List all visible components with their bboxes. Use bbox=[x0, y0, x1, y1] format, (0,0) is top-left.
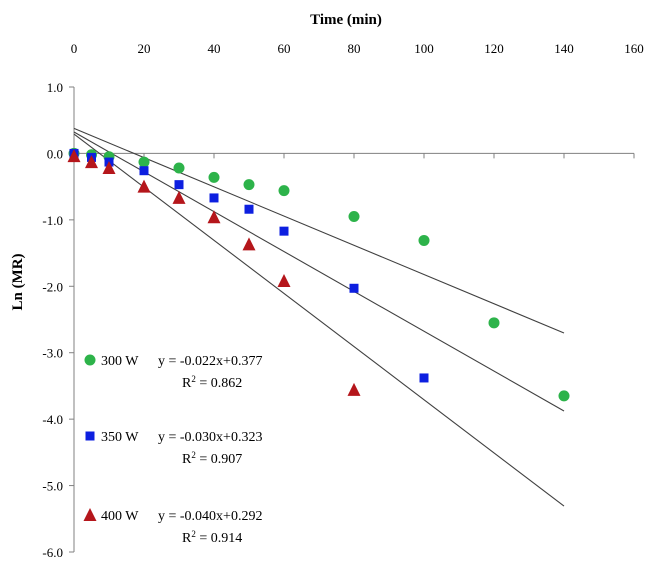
x-tick-label: 140 bbox=[554, 41, 574, 56]
r-squared-label: R2 = 0.914 bbox=[182, 529, 242, 546]
legend-label: 300 W bbox=[101, 354, 139, 369]
trendlines bbox=[73, 127, 565, 507]
data-point bbox=[242, 237, 256, 251]
trendline-equation: y = -0.040x+0.292 bbox=[158, 509, 262, 524]
r-squared-label: R2 = 0.862 bbox=[182, 374, 242, 391]
data-point bbox=[207, 210, 221, 224]
y-tick-label: -6.0 bbox=[42, 545, 63, 560]
data-points bbox=[67, 147, 570, 402]
trendline bbox=[73, 127, 565, 334]
data-point bbox=[67, 149, 81, 163]
y-tick-label: -1.0 bbox=[42, 213, 63, 228]
data-point bbox=[85, 155, 98, 169]
data-point bbox=[173, 162, 185, 174]
x-tick-label: 160 bbox=[624, 41, 644, 56]
x-tick-label: 80 bbox=[348, 41, 361, 56]
data-point bbox=[418, 234, 430, 246]
y-tick-label: -3.0 bbox=[42, 346, 63, 361]
axes: 0 20 40 60 80 100 120 140 160 1.0 0.0 -1.0 -2.0 -3.0… bbox=[42, 41, 643, 560]
data-point bbox=[138, 156, 150, 168]
data-point bbox=[278, 185, 290, 197]
data-point bbox=[137, 179, 151, 193]
legend-label: 350 W bbox=[101, 430, 139, 445]
data-point bbox=[419, 373, 429, 383]
data-point bbox=[244, 204, 254, 214]
trendline bbox=[73, 133, 565, 507]
legend-marker bbox=[84, 354, 96, 366]
data-point bbox=[279, 226, 289, 236]
data-point bbox=[558, 390, 570, 402]
r-squared-label: R2 = 0.907 bbox=[182, 450, 242, 467]
data-point bbox=[349, 283, 359, 293]
data-point bbox=[174, 180, 184, 190]
x-tick-label: 0 bbox=[71, 41, 78, 56]
data-point bbox=[172, 190, 186, 204]
x-tick-label: 100 bbox=[414, 41, 434, 56]
legend-label: 400 W bbox=[101, 509, 139, 524]
y-axis-title: Ln (MR) bbox=[10, 253, 26, 310]
y-tick-label: -4.0 bbox=[42, 412, 63, 427]
data-point bbox=[208, 171, 220, 183]
trendline-equation: y = -0.030x+0.323 bbox=[158, 430, 262, 445]
data-point bbox=[277, 273, 291, 287]
trendline bbox=[73, 131, 565, 412]
legend-marker bbox=[83, 508, 97, 521]
data-point bbox=[139, 166, 149, 176]
y-tick-label: -2.0 bbox=[42, 279, 63, 294]
data-point bbox=[347, 382, 361, 396]
x-tick-label: 20 bbox=[138, 41, 151, 56]
x-ticks: 0 20 40 60 80 100 120 140 160 bbox=[71, 41, 644, 159]
legend: 300 W y = -0.022x+0.377 R2 = 0.862 350 W y =… bbox=[83, 354, 262, 546]
data-point bbox=[243, 179, 255, 191]
legend-marker bbox=[85, 431, 95, 441]
trendline-equation: y = -0.022x+0.377 bbox=[158, 354, 262, 369]
x-tick-label: 120 bbox=[484, 41, 504, 56]
y-ticks: 1.0 0.0 -1.0 -2.0 -3.0 -4.0 -5.0 -6.0 bbox=[42, 80, 74, 560]
data-point bbox=[348, 211, 360, 223]
y-tick-label: 1.0 bbox=[47, 80, 63, 95]
data-point bbox=[209, 193, 219, 203]
x-tick-label: 40 bbox=[208, 41, 221, 56]
data-point bbox=[488, 317, 500, 329]
data-point bbox=[102, 161, 116, 175]
x-axis-title: Time (min) bbox=[310, 12, 382, 28]
x-tick-label: 60 bbox=[278, 41, 291, 56]
y-tick-label: 0.0 bbox=[47, 146, 63, 161]
y-tick-label: -5.0 bbox=[42, 479, 63, 494]
